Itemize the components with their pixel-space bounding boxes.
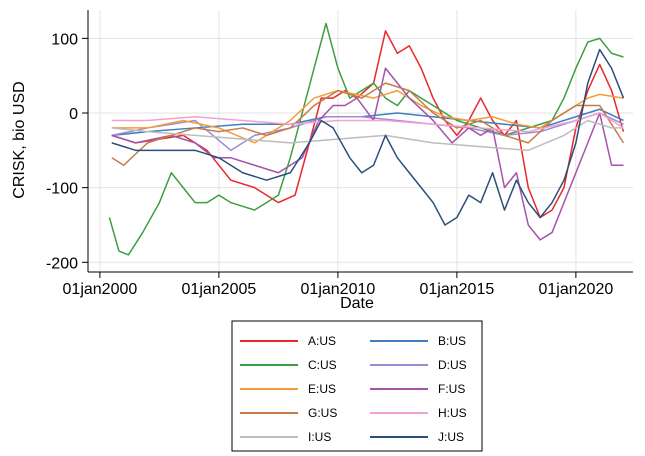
x-tick-label: 01jan2015 — [420, 281, 495, 298]
series-line-c-us — [108, 22, 624, 256]
legend-label: J:US — [438, 430, 464, 444]
series-line-a-us — [111, 30, 625, 219]
legend-label: A:US — [308, 334, 336, 348]
y-axis-label: CRISK, bio USD — [11, 81, 28, 198]
legend-label: G:US — [308, 406, 337, 420]
series-line-g-us — [111, 82, 625, 167]
y-tick-label: 0 — [69, 106, 78, 123]
series-line-f-us — [111, 67, 624, 241]
legend-label: H:US — [438, 406, 467, 420]
legend-label: B:US — [438, 334, 466, 348]
axes: -200 -100 0 100 01jan2000 01jan2005 01jan2010 0… — [46, 10, 633, 298]
series-lines — [108, 22, 625, 256]
legend-label: E:US — [308, 382, 336, 396]
legend: A:US B:US C:US D:US E:US F:US G:US H:US I:US J:US — [231, 320, 483, 452]
series-line-j-us — [111, 48, 625, 226]
legend-label: I:US — [308, 430, 331, 444]
x-axis-label: Date — [340, 295, 374, 312]
x-tick-label: 01jan2020 — [539, 281, 614, 298]
x-tick-label: 01jan2005 — [182, 281, 257, 298]
y-tick-label: -100 — [46, 181, 78, 198]
x-tick-label: 01jan2000 — [63, 281, 138, 298]
y-tick-label: 100 — [51, 31, 78, 48]
y-tick-label: -200 — [46, 255, 78, 272]
legend-label: C:US — [308, 358, 337, 372]
series-line-i-us — [111, 119, 624, 152]
x-tick-label: 01jan2010 — [301, 281, 376, 298]
series-line-d-us — [111, 112, 624, 152]
legend-box — [231, 320, 483, 452]
series-line-h-us — [111, 112, 624, 133]
legend-label: F:US — [438, 382, 465, 396]
legend-label: D:US — [438, 358, 467, 372]
